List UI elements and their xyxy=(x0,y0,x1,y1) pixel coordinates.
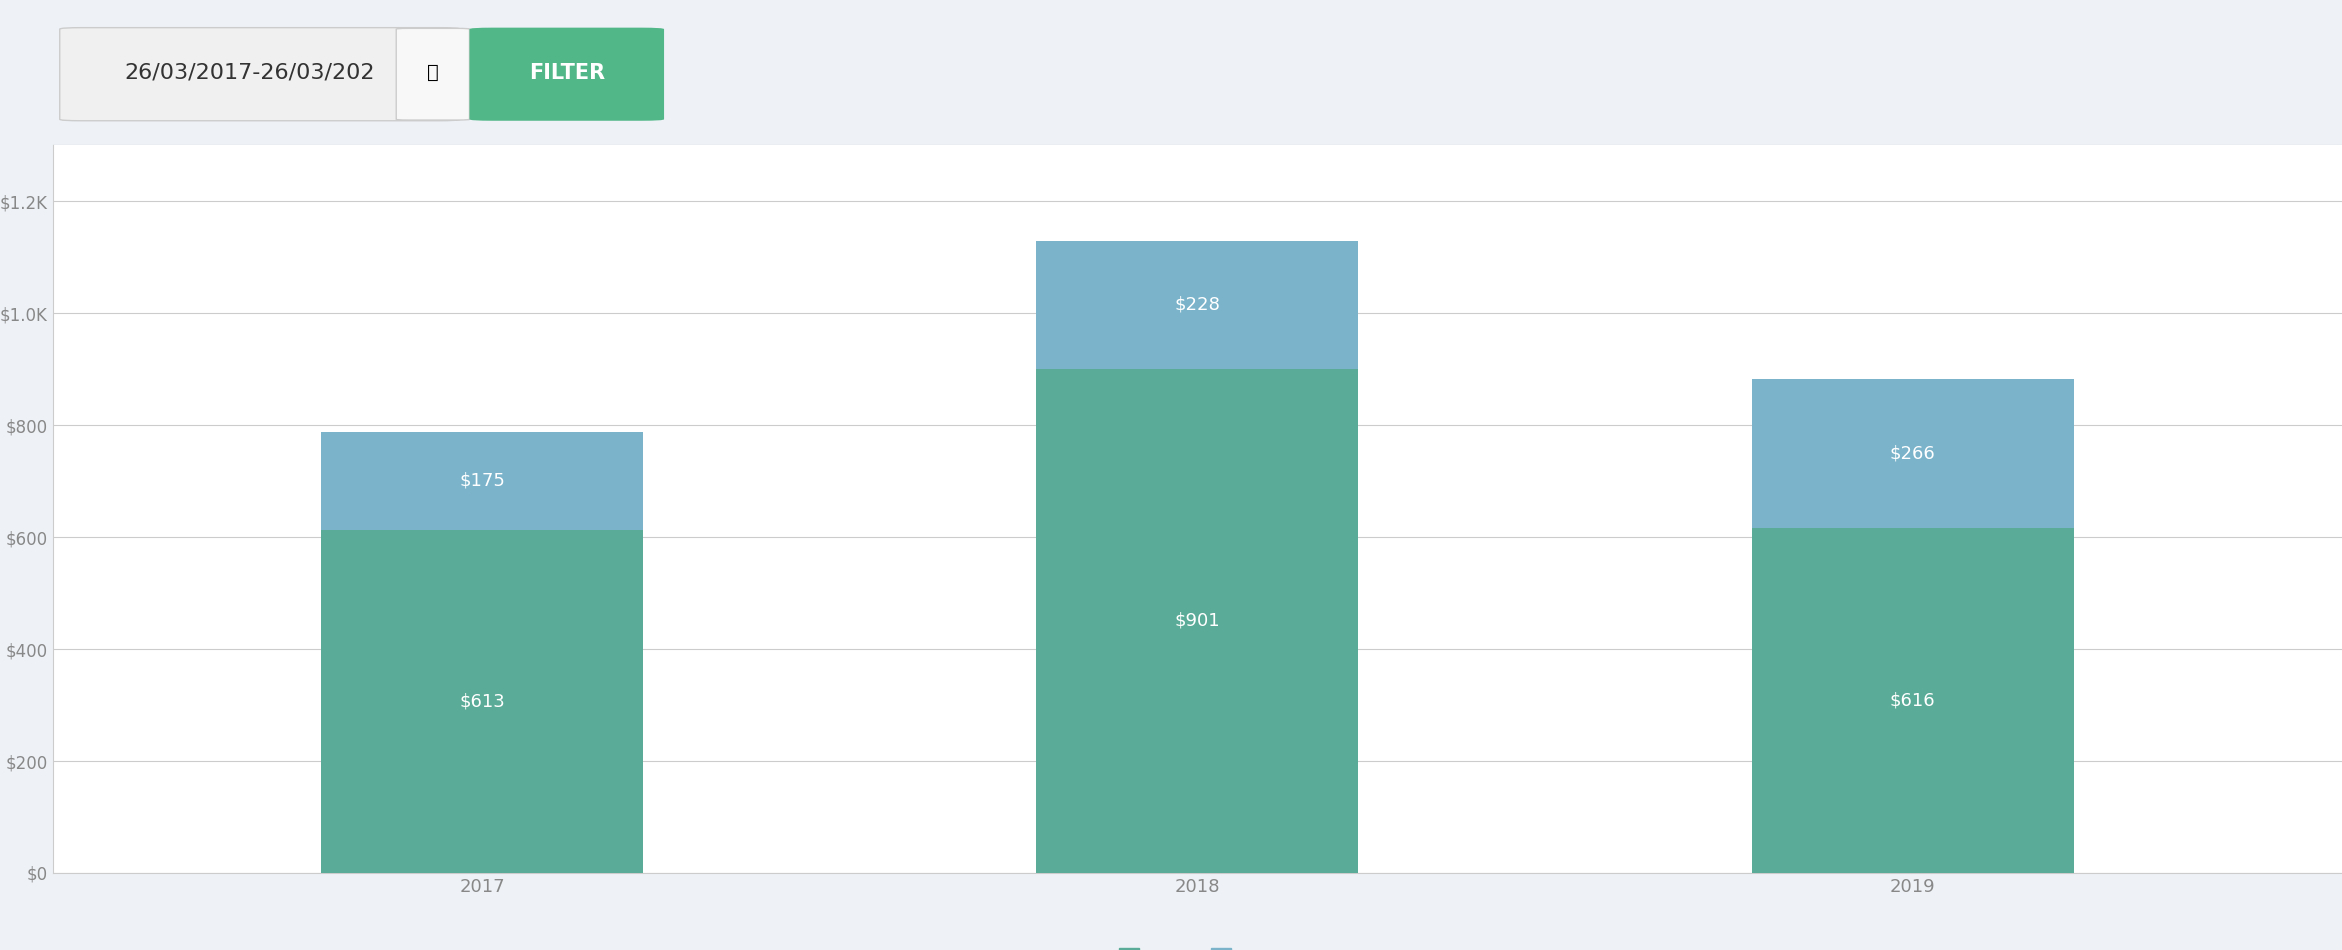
FancyBboxPatch shape xyxy=(61,28,461,121)
Text: 📅: 📅 xyxy=(426,64,438,83)
Text: $613: $613 xyxy=(459,693,506,711)
Text: $266: $266 xyxy=(1890,445,1934,463)
Text: $228: $228 xyxy=(1173,296,1220,314)
Text: $175: $175 xyxy=(459,472,506,490)
FancyBboxPatch shape xyxy=(396,28,468,120)
Bar xyxy=(1038,369,1358,873)
FancyBboxPatch shape xyxy=(468,28,665,121)
Text: $616: $616 xyxy=(1890,692,1934,710)
Bar xyxy=(1038,241,1358,369)
Bar xyxy=(1752,528,2073,873)
Legend: CBA, CSL: CBA, CSL xyxy=(1119,948,1276,950)
Text: 26/03/2017-26/03/202: 26/03/2017-26/03/202 xyxy=(124,63,375,83)
Bar xyxy=(1752,379,2073,528)
Text: FILTER: FILTER xyxy=(529,63,604,83)
Bar xyxy=(321,530,644,873)
Bar xyxy=(321,432,644,530)
Text: $901: $901 xyxy=(1176,612,1220,630)
